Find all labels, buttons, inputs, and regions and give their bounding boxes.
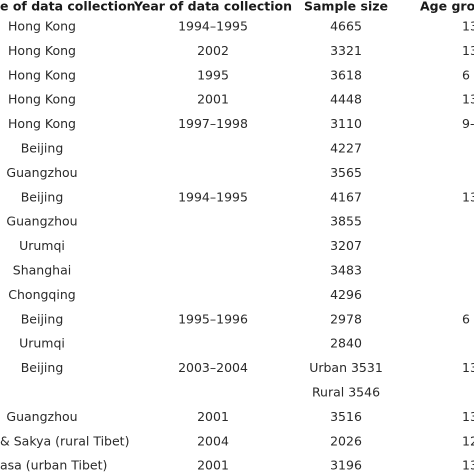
sample-cell: 3321 (330, 43, 362, 58)
year-cell: 1995–1996 (178, 311, 248, 326)
year-cell: 2001 (197, 92, 229, 107)
place-cell: Hong Kong (8, 19, 76, 34)
sample-cell: 2840 (330, 336, 362, 351)
place-cell: Urumqi (19, 238, 65, 253)
place-cell: Hong Kong (8, 116, 76, 131)
place-cell: & Sakya (rural Tibet) (0, 433, 129, 448)
place-cell: Beijing (21, 189, 64, 204)
age-cell: 9- (462, 116, 474, 131)
sample-cell: 3565 (330, 165, 362, 180)
year-cell: 1995 (197, 67, 229, 82)
age-cell: 13 (462, 458, 474, 473)
sample-cell: Urban 3531 (309, 360, 383, 375)
place-cell: Hong Kong (8, 67, 76, 82)
place-cell: Beijing (21, 360, 64, 375)
age-cell: 13 (462, 92, 474, 107)
year-cell: 1994–1995 (178, 19, 248, 34)
place-cell: Hong Kong (8, 43, 76, 58)
year-cell: 1997–1998 (178, 116, 248, 131)
place-cell: Shanghai (13, 263, 71, 278)
sample-cell: 4448 (330, 92, 362, 107)
sample-cell: 4665 (330, 19, 362, 34)
year-cell: 1994–1995 (178, 189, 248, 204)
age-cell: 13 (462, 43, 474, 58)
age-cell: 12 (462, 433, 474, 448)
column-header: Sample size (304, 0, 388, 14)
sample-cell: 2978 (330, 311, 362, 326)
age-cell: 13 (462, 19, 474, 34)
sample-cell: Rural 3546 (312, 385, 380, 400)
age-cell: 13 (462, 189, 474, 204)
age-cell: 6 (462, 67, 470, 82)
place-cell: Guangzhou (6, 214, 77, 229)
sample-cell: 4227 (330, 141, 362, 156)
sample-cell: 3110 (330, 116, 362, 131)
year-cell: 2001 (197, 458, 229, 473)
place-cell: Beijing (21, 141, 64, 156)
sample-cell: 4167 (330, 189, 362, 204)
sample-cell: 3855 (330, 214, 362, 229)
place-cell: asa (urban Tibet) (0, 458, 107, 473)
sample-cell: 3618 (330, 67, 362, 82)
place-cell: Hong Kong (8, 92, 76, 107)
sample-cell: 3483 (330, 263, 362, 278)
place-cell: Beijing (21, 311, 64, 326)
sample-cell: 3207 (330, 238, 362, 253)
column-header: Age gro (420, 0, 474, 14)
sample-cell: 3196 (330, 458, 362, 473)
year-cell: 2002 (197, 43, 229, 58)
column-header: e of data collection (0, 0, 136, 14)
year-cell: 2004 (197, 433, 229, 448)
sample-cell: 2026 (330, 433, 362, 448)
place-cell: Guangzhou (6, 165, 77, 180)
age-cell: 6 (462, 311, 470, 326)
age-cell: 13 (462, 409, 474, 424)
year-cell: 2001 (197, 409, 229, 424)
place-cell: Guangzhou (6, 409, 77, 424)
age-cell: 13 (462, 360, 474, 375)
place-cell: Urumqi (19, 336, 65, 351)
sample-cell: 3516 (330, 409, 362, 424)
column-header: Year of data collection (133, 0, 292, 14)
sample-cell: 4296 (330, 287, 362, 302)
year-cell: 2003–2004 (178, 360, 248, 375)
place-cell: Chongqing (8, 287, 75, 302)
